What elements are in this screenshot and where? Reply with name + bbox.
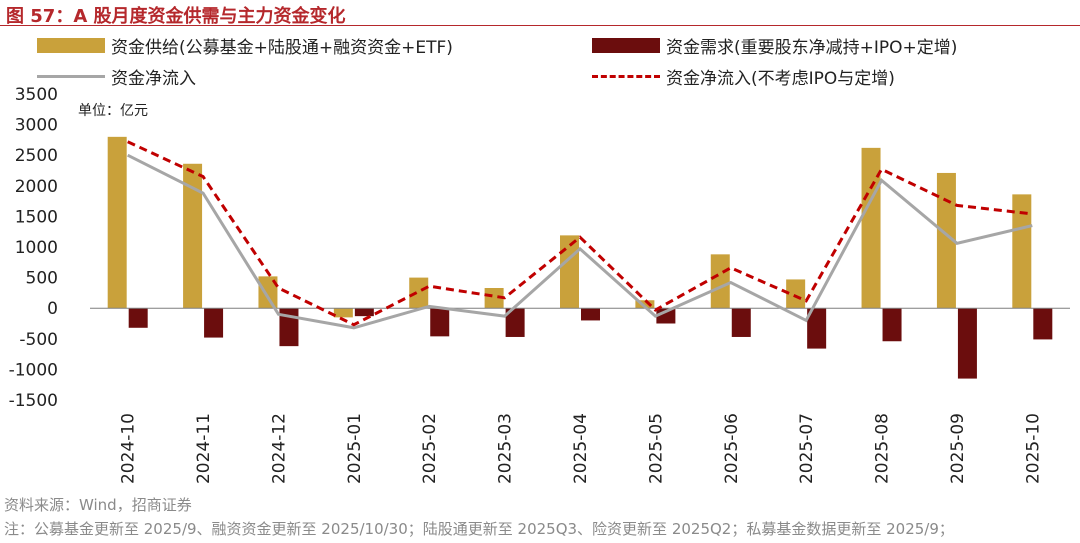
y-tick-label: -1500 — [9, 391, 58, 411]
bar-supply — [635, 300, 655, 309]
x-tick-label: 2024-10 — [119, 413, 139, 484]
legend-item-net: 资金净流入 — [37, 64, 196, 89]
source-note: 资料来源：Wind，招商证券 — [4, 496, 192, 514]
legend-item-net-ex: 资金净流入(不考虑IPO与定增) — [592, 64, 895, 89]
unit-label: 单位：亿元 — [78, 103, 148, 119]
legend-item-demand: 资金需求(重要股东净减持+IPO+定增) — [592, 33, 957, 58]
chart-canvas: -1500 -1000 -500 0 500 1000 1500 2000 2500 3000 35… — [9, 85, 1070, 484]
y-tick-label: 500 — [26, 269, 58, 289]
bar-demand — [807, 308, 827, 349]
bar-demand — [128, 308, 148, 328]
bar-demand — [354, 308, 374, 317]
legend-item-supply: 资金供给(公募基金+陆股通+融资资金+ETF) — [37, 33, 453, 58]
y-tick-label: 3000 — [15, 116, 58, 136]
bar-supply — [786, 279, 806, 309]
x-tick-label: 2025-01 — [345, 413, 365, 484]
title-rule — [0, 25, 1080, 26]
x-tick-label: 2025-09 — [948, 413, 968, 484]
legend-swatch-demand — [592, 38, 660, 53]
legend-label-supply: 资金供给(公募基金+陆股通+融资资金+ETF) — [111, 38, 453, 58]
y-tick-label: -1000 — [9, 360, 58, 380]
bar-demand — [204, 308, 224, 338]
bar-supply — [258, 276, 278, 309]
bar-demand — [731, 308, 751, 337]
x-tick-label: 2025-05 — [646, 413, 666, 484]
bar-demand — [430, 308, 450, 337]
x-tick-label: 2024-11 — [194, 413, 214, 484]
figure-title: 图 57：A 股月度资金供需与主力资金变化 — [6, 6, 346, 27]
bar-demand — [505, 308, 525, 337]
x-tick-label: 2025-07 — [797, 413, 817, 484]
x-tick-label: 2025-04 — [571, 413, 591, 484]
bar-demand — [957, 308, 977, 379]
footnote: 注：公募基金更新至 2025/9、融资资金更新至 2025/10/30；陆股通更… — [4, 520, 954, 538]
bar-demand — [581, 308, 600, 321]
legend-label-net-ex: 资金净流入(不考虑IPO与定增) — [666, 69, 895, 89]
legend-label-net: 资金净流入 — [111, 69, 196, 89]
bar-supply — [484, 288, 504, 309]
x-tick-label: 2024-12 — [269, 413, 289, 484]
x-tick-label: 2025-06 — [722, 413, 742, 484]
bar-supply — [560, 235, 579, 309]
y-tick-label: -500 — [19, 330, 58, 350]
y-tick-label: 2500 — [15, 146, 58, 166]
x-tick-label: 2025-10 — [1023, 413, 1043, 484]
x-tick-label: 2025-02 — [420, 413, 440, 484]
series-line-net-ex — [127, 140, 1033, 327]
bar-supply — [1012, 194, 1032, 309]
series-line-net — [127, 153, 1033, 330]
bar-supply — [710, 254, 730, 309]
bar-supply — [107, 136, 127, 309]
legend-swatch-net-ex — [592, 75, 660, 78]
legend: 资金供给(公募基金+陆股通+融资资金+ETF) 资金需求(重要股东净减持+IPO… — [0, 0, 1080, 100]
y-tick-label: 1500 — [15, 207, 58, 227]
y-tick-label: 3500 — [15, 85, 58, 105]
bar-demand — [1033, 308, 1053, 340]
bar-supply — [936, 172, 956, 309]
bar-supply — [333, 308, 353, 318]
legend-label-demand: 资金需求(重要股东净减持+IPO+定增) — [666, 38, 958, 58]
x-tick-label: 2025-08 — [873, 413, 893, 484]
y-tick-label: 0 — [47, 299, 58, 319]
y-tick-label: 1000 — [15, 238, 58, 258]
bar-demand — [882, 308, 902, 342]
x-tick-label: 2025-03 — [496, 413, 516, 484]
legend-swatch-supply — [37, 38, 105, 53]
legend-swatch-net — [37, 75, 105, 78]
bar-supply — [183, 163, 203, 309]
bar-supply — [409, 277, 429, 309]
y-tick-label: 2000 — [15, 177, 58, 197]
bar-supply — [861, 147, 881, 309]
